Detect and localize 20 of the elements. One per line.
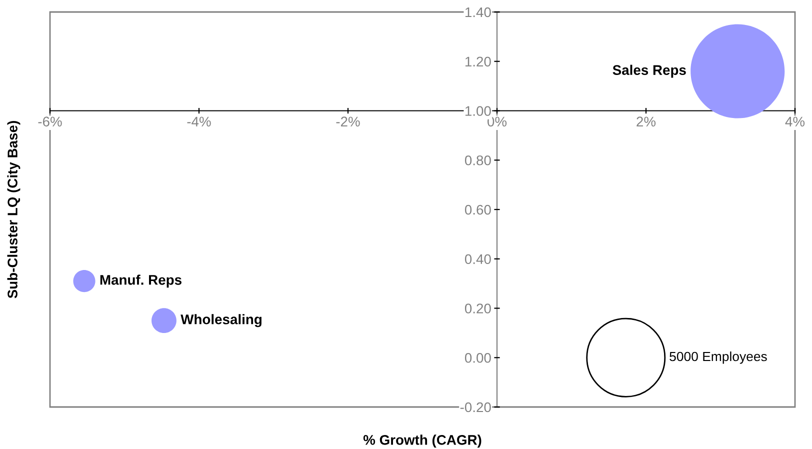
y-tick-label: 1.00 (465, 106, 491, 116)
x-tick-label: 2% (636, 116, 656, 126)
y-axis-title: Sub-Cluster LQ (City Base) (7, 121, 20, 298)
y-tick-label: -0.20 (460, 402, 491, 412)
y-tick-label: 0.40 (464, 254, 491, 264)
series-label: Wholesaling (180, 314, 262, 328)
x-tick-label: -4% (187, 116, 211, 126)
x-tick-label: -6% (38, 116, 62, 127)
series-label: Manuf. Reps (100, 274, 182, 288)
y-tick-label: 0.80 (464, 155, 491, 166)
y-tick-label: 0.60 (464, 204, 491, 215)
y-tick-label: 1.40 (465, 7, 491, 18)
y-tick-label: 0.00 (464, 352, 491, 363)
y-tick-label: 0.20 (464, 304, 491, 314)
series-label: Sales Reps (612, 64, 686, 78)
x-axis-title: % Growth (CAGR) (363, 434, 482, 448)
x-tick-label: -2% (336, 116, 360, 126)
y-tick-label: 1.20 (465, 56, 491, 67)
x-tick-label: 4% (785, 116, 805, 126)
legend-label: 5000 Employees (670, 351, 767, 364)
